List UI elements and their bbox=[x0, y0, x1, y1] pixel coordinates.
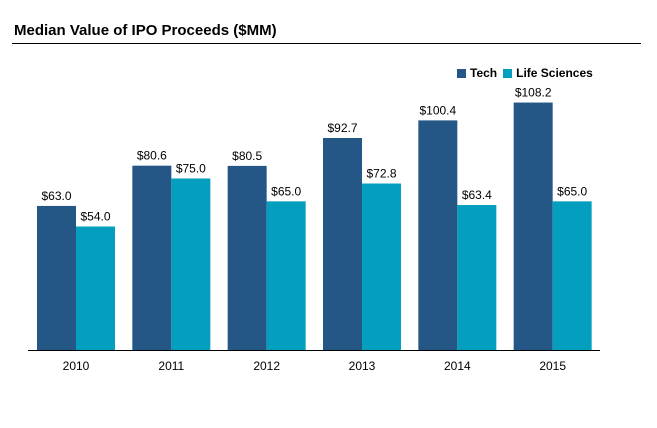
x-tick-label-2013: 2013 bbox=[349, 359, 376, 373]
bar-tech-2013 bbox=[323, 137, 362, 350]
x-tick-label-2012: 2012 bbox=[253, 359, 280, 373]
bar-tech-2010 bbox=[37, 205, 76, 350]
legend-swatch-tech bbox=[457, 68, 466, 78]
legend-label-tech: Tech bbox=[470, 66, 498, 80]
data-label-tech-2014: $100.4 bbox=[419, 103, 456, 117]
data-label-tech-2011: $80.6 bbox=[137, 149, 167, 163]
legend: Tech Life Sciences bbox=[457, 66, 599, 80]
title-underline bbox=[12, 43, 641, 44]
x-tick-label-2010: 2010 bbox=[63, 359, 90, 373]
x-tick-label-2014: 2014 bbox=[444, 359, 471, 373]
x-tick-label-2015: 2015 bbox=[539, 359, 566, 373]
data-label-life-sciences-2014: $63.4 bbox=[462, 188, 492, 202]
data-label-tech-2015: $108.2 bbox=[515, 86, 552, 100]
bar-life-sciences-2012 bbox=[266, 201, 306, 350]
legend-label-life-sciences: Life Sciences bbox=[516, 66, 593, 80]
bar-life-sciences-2011 bbox=[171, 178, 211, 350]
data-label-life-sciences-2015: $65.0 bbox=[557, 184, 587, 198]
chart-title: Median Value of IPO Proceeds ($MM) bbox=[14, 22, 277, 39]
bar-life-sciences-2015 bbox=[552, 201, 592, 350]
bar-tech-2011 bbox=[132, 165, 172, 350]
legend-swatch-life-sciences bbox=[503, 68, 513, 78]
data-label-life-sciences-2012: $65.0 bbox=[271, 184, 301, 198]
legend-item-life-sciences: Life Sciences bbox=[503, 66, 593, 80]
data-label-life-sciences-2011: $75.0 bbox=[176, 161, 206, 175]
x-tick-label-2011: 2011 bbox=[158, 359, 184, 373]
bar-life-sciences-2014 bbox=[457, 205, 497, 350]
bar-tech-2012 bbox=[227, 165, 267, 350]
data-label-tech-2013: $92.7 bbox=[327, 121, 357, 135]
data-label-life-sciences-2013: $72.8 bbox=[366, 167, 396, 181]
bar-life-sciences-2010 bbox=[76, 226, 115, 350]
legend-item-tech: Tech bbox=[457, 66, 497, 80]
data-label-tech-2012: $80.5 bbox=[232, 149, 262, 163]
bar-life-sciences-2013 bbox=[362, 183, 401, 350]
bar-tech-2015 bbox=[513, 102, 553, 351]
data-label-tech-2010: $63.0 bbox=[41, 189, 71, 203]
bar-tech-2014 bbox=[418, 120, 458, 351]
data-label-life-sciences-2010: $54.0 bbox=[80, 210, 110, 224]
